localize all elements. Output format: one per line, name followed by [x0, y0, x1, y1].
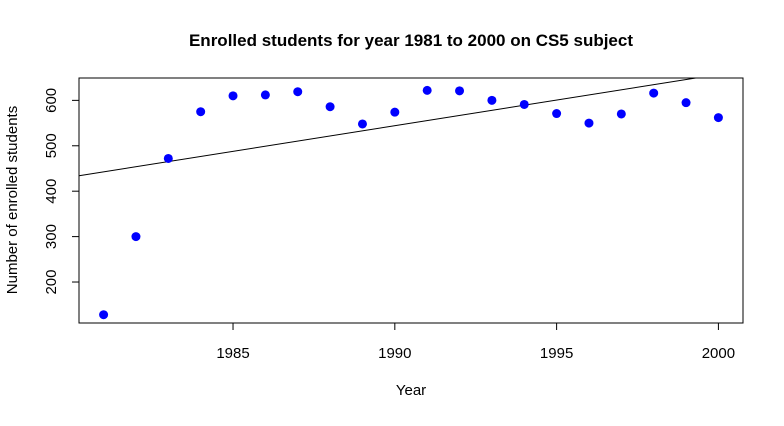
- y-tick-label: 500: [43, 133, 60, 158]
- data-point: [422, 85, 432, 95]
- y-tick-label: 200: [43, 270, 60, 295]
- data-point: [357, 119, 367, 129]
- y-tick-label: 300: [43, 224, 60, 249]
- x-axis: 1985 1990 1995 2000: [216, 323, 735, 362]
- data-point: [713, 113, 723, 123]
- x-tick-label: 1985: [216, 345, 249, 362]
- data-point: [196, 107, 206, 117]
- data-point: [325, 102, 335, 112]
- plot-frame: [78, 77, 744, 324]
- x-tick-label: 2000: [702, 345, 735, 362]
- y-axis-label: Number of enrolled students: [4, 106, 21, 294]
- data-point: [131, 232, 141, 242]
- data-point: [552, 109, 562, 119]
- data-point: [681, 98, 691, 108]
- trend-line: [78, 77, 696, 177]
- y-axis: 200 300 400 500 600: [43, 88, 79, 295]
- data-point: [260, 90, 270, 100]
- data-point: [293, 87, 303, 97]
- y-tick-label: 600: [43, 88, 60, 113]
- data-point: [616, 109, 626, 119]
- data-point: [228, 91, 238, 101]
- chart-title: Enrolled students for year 1981 to 2000 …: [189, 31, 633, 50]
- x-tick-label: 1990: [378, 345, 411, 362]
- data-point: [455, 86, 465, 96]
- data-point: [99, 310, 109, 320]
- x-axis-label: Year: [396, 382, 426, 399]
- data-point: [390, 107, 400, 117]
- x-tick-label: 1995: [540, 345, 573, 362]
- data-point: [519, 99, 529, 109]
- data-point: [487, 95, 497, 105]
- data-point: [163, 153, 173, 163]
- data-point: [584, 118, 594, 128]
- y-tick-label: 400: [43, 179, 60, 204]
- data-points: [99, 85, 723, 320]
- data-point: [649, 88, 659, 98]
- trend-line-group: [78, 77, 696, 177]
